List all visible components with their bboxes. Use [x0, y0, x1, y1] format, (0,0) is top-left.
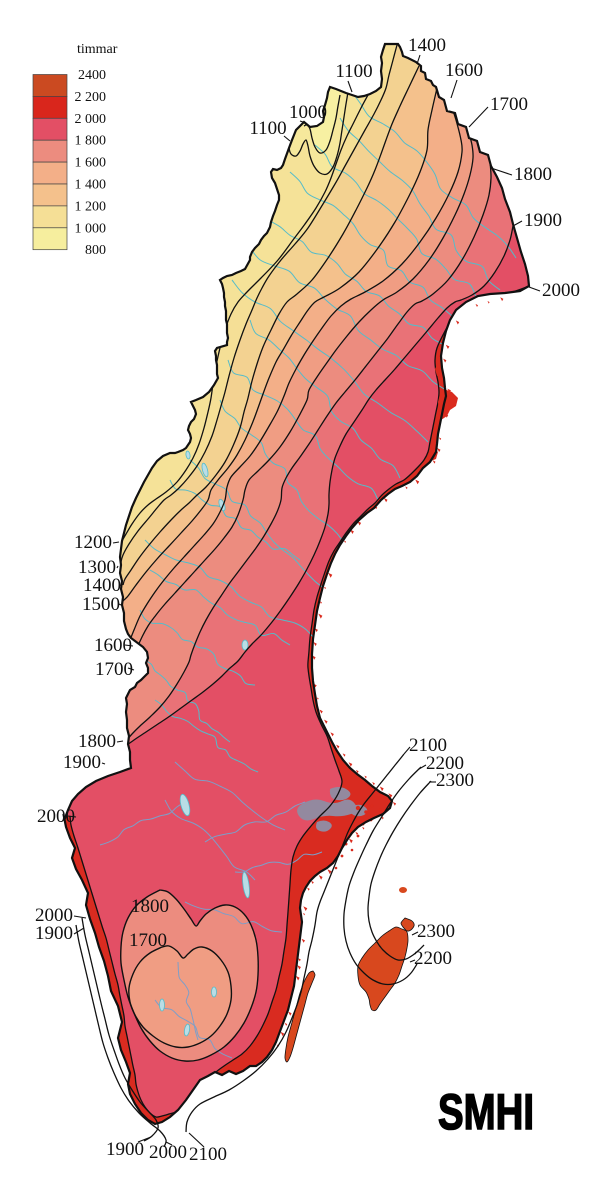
svg-text:1300: 1300 — [78, 557, 116, 578]
svg-text:1600: 1600 — [94, 635, 132, 656]
svg-text:1100: 1100 — [249, 118, 286, 139]
svg-text:1 200: 1 200 — [75, 199, 107, 214]
svg-text:1 400: 1 400 — [75, 178, 107, 193]
svg-text:2200: 2200 — [414, 948, 452, 969]
svg-text:2000: 2000 — [542, 280, 580, 301]
svg-text:1700: 1700 — [129, 930, 167, 951]
svg-text:1 800: 1 800 — [75, 134, 107, 149]
svg-text:1900: 1900 — [35, 923, 73, 944]
svg-text:2 000: 2 000 — [75, 112, 107, 127]
svg-text:2200: 2200 — [426, 753, 464, 774]
svg-text:1 600: 1 600 — [75, 156, 107, 171]
svg-text:2400: 2400 — [78, 68, 106, 83]
svg-text:1700: 1700 — [490, 94, 528, 115]
svg-text:timmar: timmar — [77, 42, 118, 57]
svg-text:2100: 2100 — [189, 1144, 227, 1165]
svg-text:2000: 2000 — [37, 806, 75, 827]
svg-text:1100: 1100 — [335, 61, 372, 82]
svg-text:2100: 2100 — [409, 735, 447, 756]
svg-text:1500: 1500 — [82, 594, 120, 615]
svg-text:2000: 2000 — [149, 1142, 187, 1163]
svg-text:1700: 1700 — [95, 659, 133, 680]
svg-text:1900: 1900 — [106, 1139, 144, 1160]
svg-text:1400: 1400 — [408, 35, 446, 56]
svg-text:1800: 1800 — [514, 164, 552, 185]
svg-text:2300: 2300 — [436, 770, 474, 791]
svg-text:2 200: 2 200 — [75, 90, 107, 105]
svg-text:1 000: 1 000 — [75, 221, 107, 236]
svg-text:1000: 1000 — [289, 102, 327, 123]
svg-text:2000: 2000 — [35, 905, 73, 926]
svg-text:2300: 2300 — [417, 921, 455, 942]
svg-text:1200: 1200 — [74, 532, 112, 553]
svg-text:1800: 1800 — [78, 731, 116, 752]
svg-text:1400: 1400 — [83, 575, 121, 596]
svg-text:1600: 1600 — [445, 60, 483, 81]
svg-text:800: 800 — [85, 243, 106, 258]
svg-text:1800: 1800 — [131, 896, 169, 917]
svg-text:1900: 1900 — [63, 752, 101, 773]
svg-text:1900: 1900 — [524, 210, 562, 231]
svg-text:SMHI: SMHI — [438, 1084, 534, 1140]
